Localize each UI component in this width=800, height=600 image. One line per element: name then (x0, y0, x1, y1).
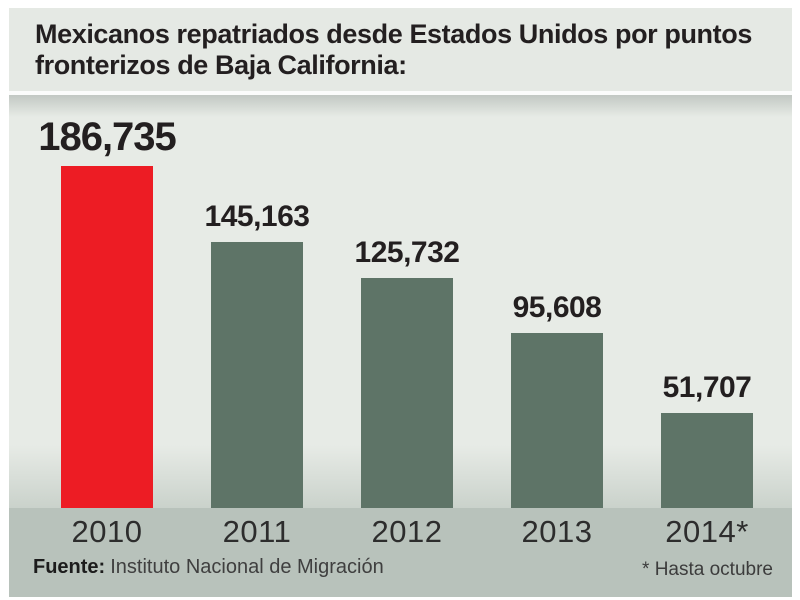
bar-2012 (361, 278, 453, 508)
source-note: Fuente: Instituto Nacional de Migración (33, 556, 384, 579)
footer-band: 2010 2011 2012 2013 2014* Fuente: Instituto N… (9, 508, 792, 597)
x-label-2012: 2012 (371, 514, 443, 549)
value-label-2010: 186,735 (38, 115, 177, 159)
source-text: Instituto Nacional de Migración (110, 556, 384, 578)
bar-2014 (661, 413, 753, 508)
footnote: * Hasta octubre (642, 559, 773, 580)
value-label-2012: 125,732 (354, 236, 460, 269)
value-label-2011: 145,163 (204, 200, 310, 233)
value-label-2013: 95,608 (512, 291, 602, 324)
source-label: Fuente: (33, 556, 106, 578)
bar-2010 (61, 166, 153, 508)
x-label-2014: 2014* (665, 514, 749, 549)
chart-title-line2: fronterizos de Baja California: (35, 50, 407, 80)
value-label-2014: 51,707 (662, 371, 752, 404)
x-label-2010: 2010 (71, 514, 143, 549)
header-band: Mexicanos repatriados desde Estados Unid… (9, 8, 792, 91)
chart-area: 186,735 145,163 125,732 95,608 51,707 (9, 95, 792, 508)
chart-title: Mexicanos repatriados desde Estados Unid… (35, 19, 752, 81)
x-label-2011: 2011 (222, 514, 292, 549)
bar-2011 (211, 242, 303, 508)
chart-title-line1: Mexicanos repatriados desde Estados Unid… (35, 19, 752, 49)
header-divider (9, 91, 792, 95)
bar-2013 (511, 333, 603, 508)
x-label-2013: 2013 (521, 514, 593, 549)
